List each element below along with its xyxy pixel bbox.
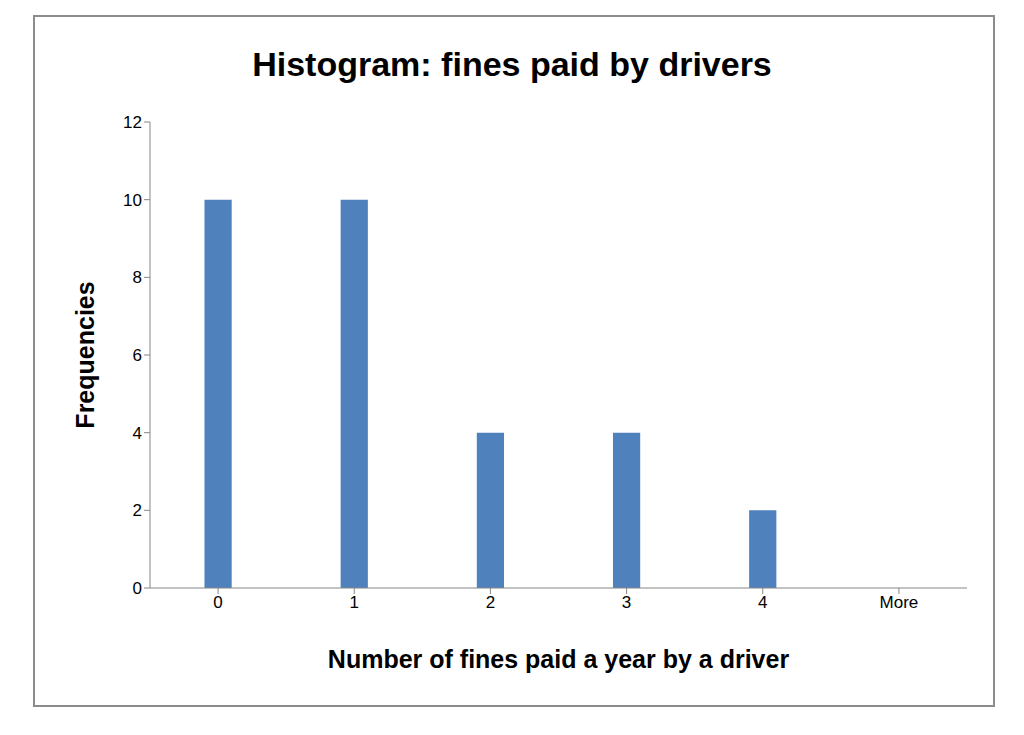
html-text:Number of fines paid a year by: Number of fines paid a year by a driver: [327, 645, 790, 673]
svg-text:0: 0: [133, 579, 142, 598]
svg-text:12: 12: [123, 113, 142, 132]
svg-text:2: 2: [133, 501, 142, 520]
svg-text:3: 3: [622, 593, 631, 612]
svg-text:2: 2: [486, 593, 495, 612]
html-text:Histogram: fines paid by drive: Histogram: fines paid by drivers: [252, 45, 772, 83]
svg-text:6: 6: [133, 346, 142, 365]
svg-text:4: 4: [133, 424, 142, 443]
svg-text:1: 1: [350, 593, 359, 612]
svg-text:4: 4: [758, 593, 767, 612]
svg-text:More: More: [880, 593, 919, 612]
html-text:Frequencies: Frequencies: [70, 281, 99, 429]
svg-text:8: 8: [133, 268, 142, 287]
svg-text:0: 0: [213, 593, 222, 612]
svg-text:10: 10: [123, 191, 142, 210]
